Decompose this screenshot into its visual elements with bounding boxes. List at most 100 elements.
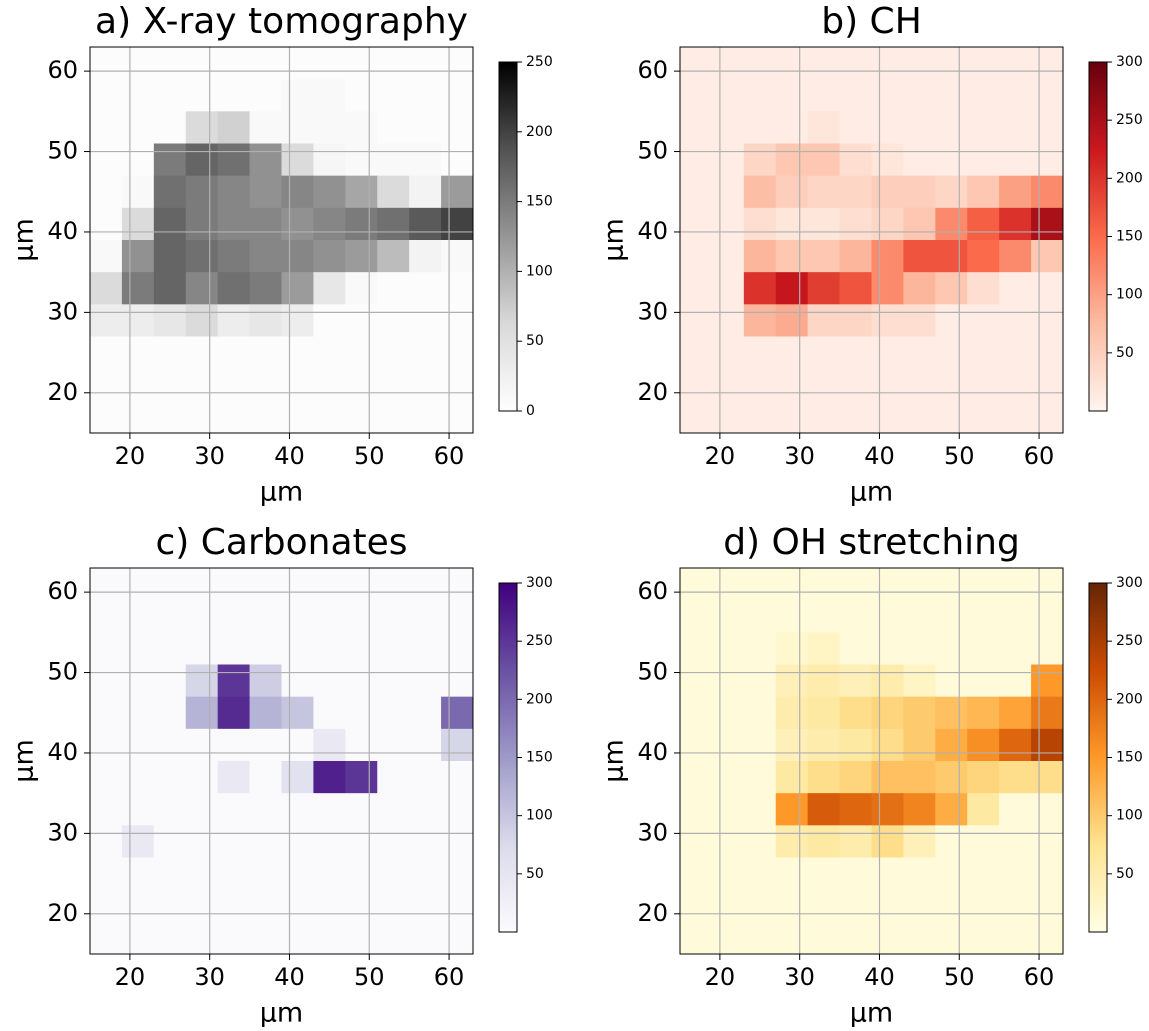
heatmap-cell	[807, 207, 841, 241]
heatmap-cell	[839, 921, 872, 955]
heatmap-cell	[935, 696, 968, 730]
heatmap-cell	[935, 175, 968, 209]
heatmap-cell	[121, 240, 155, 273]
heatmap-cell	[903, 889, 936, 923]
heatmap-cell	[217, 175, 251, 209]
heatmap-cell	[999, 143, 1032, 177]
heatmap-cell	[871, 240, 904, 273]
heatmap-cell	[711, 761, 745, 794]
heatmap-cell	[90, 143, 123, 177]
heatmap-cell	[377, 600, 410, 633]
heatmap-cell	[743, 175, 777, 209]
heatmap-cell	[807, 825, 841, 858]
heatmap-cell	[281, 272, 314, 305]
heatmap-cell	[935, 632, 968, 665]
heatmap-cell	[680, 728, 713, 762]
heatmap-cell	[967, 79, 1000, 112]
heatmap-cell	[313, 568, 346, 601]
heatmap-cell	[1031, 368, 1064, 402]
heatmap-cell	[967, 728, 1000, 762]
heatmap-cell	[839, 632, 872, 665]
y-axis-label: μm	[9, 739, 40, 782]
heatmap-cell	[281, 240, 314, 273]
heatmap-cell	[743, 79, 777, 112]
heatmap-cell	[680, 696, 713, 730]
heatmap-cell	[967, 47, 1000, 80]
heatmap-cell	[711, 272, 745, 305]
colorbar-tick-label: 300	[1116, 575, 1143, 591]
heatmap-cell	[377, 111, 410, 144]
heatmap-cell	[313, 207, 346, 241]
heatmap-cell	[153, 336, 187, 370]
heatmap-cell	[121, 696, 155, 730]
heatmap-cell	[313, 336, 346, 370]
heatmap-cell	[409, 825, 442, 858]
heatmap-cell	[775, 664, 809, 698]
heatmap-cell	[217, 400, 251, 434]
heatmap-cell	[967, 207, 1000, 241]
heatmap-cell	[711, 632, 745, 665]
heatmap-cell	[743, 600, 777, 633]
heatmap-cell	[185, 696, 219, 730]
heatmap-cell	[409, 240, 442, 273]
heatmap-cell	[185, 857, 219, 891]
heatmap-cell	[999, 632, 1032, 665]
heatmap-cell	[153, 600, 187, 633]
heatmap-cell	[871, 825, 904, 858]
heatmap-cell	[90, 568, 123, 601]
heatmap-cell	[249, 761, 282, 794]
heatmap-cell	[345, 568, 378, 601]
heatmap-cell	[441, 400, 474, 434]
heatmap-cell	[377, 400, 410, 434]
heatmap-cell	[281, 793, 314, 826]
heatmap-cell	[185, 175, 219, 209]
heatmap-cell	[409, 272, 442, 305]
heatmap-cell	[345, 143, 378, 177]
heatmap-cell	[121, 304, 155, 337]
heatmap-cell	[345, 761, 378, 794]
heatmap-cell	[680, 79, 713, 112]
heatmap-cell	[217, 568, 251, 601]
heatmap-cell	[90, 400, 123, 434]
heatmap-cell	[903, 111, 936, 144]
heatmap-cell	[217, 143, 251, 177]
heatmap-cell	[999, 696, 1032, 730]
heatmap-cell	[680, 47, 713, 80]
heatmap-cell	[217, 921, 251, 955]
heatmap-cell	[871, 793, 904, 826]
heatmap-cell	[153, 793, 187, 826]
heatmap-cell	[217, 47, 251, 80]
heatmap-cell	[999, 761, 1032, 794]
heatmap-cell	[377, 889, 410, 923]
heatmap-cell	[711, 304, 745, 337]
heatmap-cell	[775, 368, 809, 402]
heatmap-cell	[903, 761, 936, 794]
heatmap-cell	[441, 207, 474, 241]
heatmap-cell	[185, 304, 219, 337]
heatmap-cell	[281, 921, 314, 955]
heatmap-cell	[935, 825, 968, 858]
heatmap-cell	[743, 47, 777, 80]
heatmap-cell	[839, 79, 872, 112]
heatmap-cell	[807, 240, 841, 273]
heatmap-cell	[1031, 207, 1064, 241]
heatmap-cell	[121, 111, 155, 144]
y-tick-label: 50	[47, 658, 78, 686]
y-axis-label: μm	[9, 218, 40, 261]
heatmap-cell	[345, 368, 378, 402]
heatmap-cell	[409, 111, 442, 144]
y-tick-label: 30	[47, 297, 78, 325]
heatmap-cell	[185, 207, 219, 241]
heatmap-cell	[711, 207, 745, 241]
heatmap-cell	[377, 728, 410, 762]
heatmap-cell	[871, 368, 904, 402]
heatmap-cell	[313, 793, 346, 826]
heatmap-cell	[711, 568, 745, 601]
colorbar-tick-label: 100	[1116, 808, 1143, 824]
heatmap-cell	[377, 632, 410, 665]
heatmap-cell	[999, 921, 1032, 955]
colorbar	[498, 61, 518, 412]
heatmap-cell	[90, 889, 123, 923]
heatmap-cell	[967, 336, 1000, 370]
heatmap-cell	[839, 175, 872, 209]
